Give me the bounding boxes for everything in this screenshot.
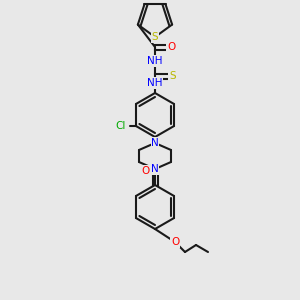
Text: NH: NH [147, 78, 163, 88]
Text: S: S [152, 32, 158, 42]
Text: N: N [151, 164, 159, 174]
Text: S: S [169, 71, 175, 81]
Text: N: N [151, 138, 159, 148]
Text: NH: NH [147, 56, 163, 66]
Text: Cl: Cl [116, 121, 126, 131]
Text: O: O [167, 42, 175, 52]
Text: O: O [171, 237, 179, 247]
Text: O: O [142, 166, 150, 176]
